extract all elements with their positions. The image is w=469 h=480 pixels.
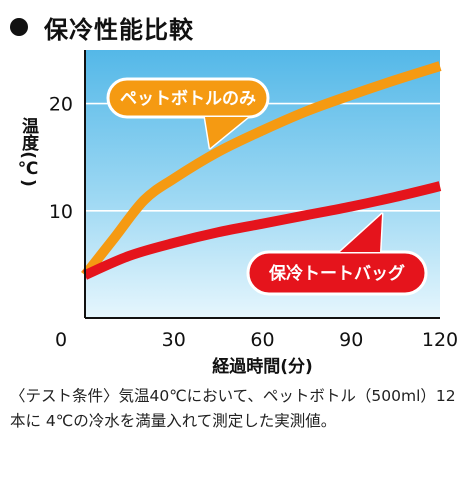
series-line-pet-bottle bbox=[81, 61, 442, 279]
x-tick-label-60: 60 bbox=[250, 329, 274, 351]
legend-pet-bottle-label: ペットボトルのみ bbox=[120, 89, 256, 109]
legend-cooler-tote-tail-fill bbox=[340, 214, 382, 252]
y-tick-label-10: 10 bbox=[49, 201, 73, 223]
title-row: 保冷性能比較 bbox=[10, 10, 194, 44]
chart-title: 保冷性能比較 bbox=[44, 15, 194, 44]
y-axis-label: 温度(℃) bbox=[18, 117, 39, 187]
x-tick-label-30: 30 bbox=[162, 329, 186, 351]
series-line-cooler-tote bbox=[82, 181, 442, 280]
legend-pet-bottle-tail-fill bbox=[205, 117, 248, 148]
x-axis-label: 経過時間(分) bbox=[212, 356, 313, 377]
bullet-icon bbox=[10, 18, 28, 36]
legend-pet-bottle: ペットボトルのみ bbox=[106, 77, 270, 150]
legend-pet-bottle-bubble bbox=[106, 77, 270, 119]
x-tick-label-0: 0 bbox=[55, 329, 67, 351]
x-tick-label-90: 90 bbox=[339, 329, 363, 351]
x-tick-label-120: 120 bbox=[422, 329, 458, 351]
legend-cooler-tote: 保冷トートバッグ bbox=[246, 212, 428, 296]
legend-cooler-tote-bubble bbox=[246, 250, 428, 296]
legend-cooler-tote-label: 保冷トートバッグ bbox=[268, 263, 405, 284]
test-condition-note: 〈テスト条件〉気温40℃において、ペットボトル（500ml）12本に 4℃の冷水… bbox=[10, 387, 456, 430]
y-tick-label-20: 20 bbox=[49, 94, 73, 116]
